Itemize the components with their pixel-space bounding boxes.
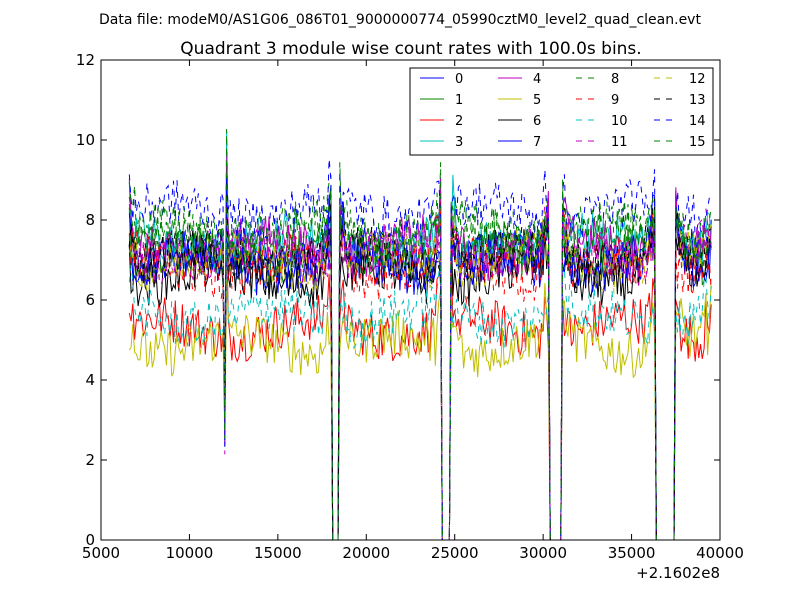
legend-label-13: 13 [689, 93, 706, 108]
legend-label-14: 14 [689, 114, 706, 129]
axes: 5000 10000 15000 20000 25000 30000 35000 40000 0… [76, 51, 744, 562]
legend-label-5: 5 [533, 93, 541, 108]
y-tick-label: 6 [85, 291, 95, 309]
x-offset-label: +2.1602e8 [636, 564, 720, 582]
legend-label-11: 11 [611, 135, 628, 150]
legend-label-2: 2 [455, 114, 463, 129]
legend-label-3: 3 [455, 135, 463, 150]
x-tick-label: 25000 [431, 544, 479, 562]
y-tick-label: 8 [85, 211, 95, 229]
legend-label-0: 0 [455, 72, 463, 87]
legend-label-9: 9 [611, 93, 619, 108]
x-tick-label: 35000 [608, 544, 656, 562]
legend-label-4: 4 [533, 72, 541, 87]
series-line-10 [128, 234, 712, 540]
legend-label-10: 10 [611, 114, 628, 129]
y-tick-label: 12 [76, 51, 95, 69]
y-tick-label: 0 [85, 531, 95, 549]
legend-label-12: 12 [689, 72, 706, 87]
series-line-3 [128, 130, 712, 540]
legend-box [409, 67, 714, 156]
legend-label-1: 1 [455, 93, 463, 108]
series-line-5 [128, 277, 712, 540]
x-tick-label: 40000 [696, 544, 744, 562]
x-tick-label: 30000 [519, 544, 567, 562]
plot-lines [128, 128, 712, 540]
x-tick-label: 15000 [254, 544, 302, 562]
data-file-label: Data file: modeM0/AS1G06_086T01_90000007… [99, 12, 701, 28]
y-tick-label: 2 [85, 451, 95, 469]
legend-label-6: 6 [533, 114, 541, 129]
x-tick-label: 20000 [342, 544, 390, 562]
series-line-15 [128, 128, 712, 540]
y-tick-label: 4 [85, 371, 95, 389]
x-tick-label: 5000 [82, 544, 120, 562]
chart-title: Quadrant 3 module wise count rates with … [180, 39, 641, 59]
series-line-2 [128, 232, 712, 540]
legend-label-15: 15 [689, 135, 706, 150]
y-tick-label: 10 [76, 131, 95, 149]
legend-label-8: 8 [611, 72, 619, 87]
legend-label-7: 7 [533, 135, 541, 150]
x-tick-label: 10000 [166, 544, 214, 562]
